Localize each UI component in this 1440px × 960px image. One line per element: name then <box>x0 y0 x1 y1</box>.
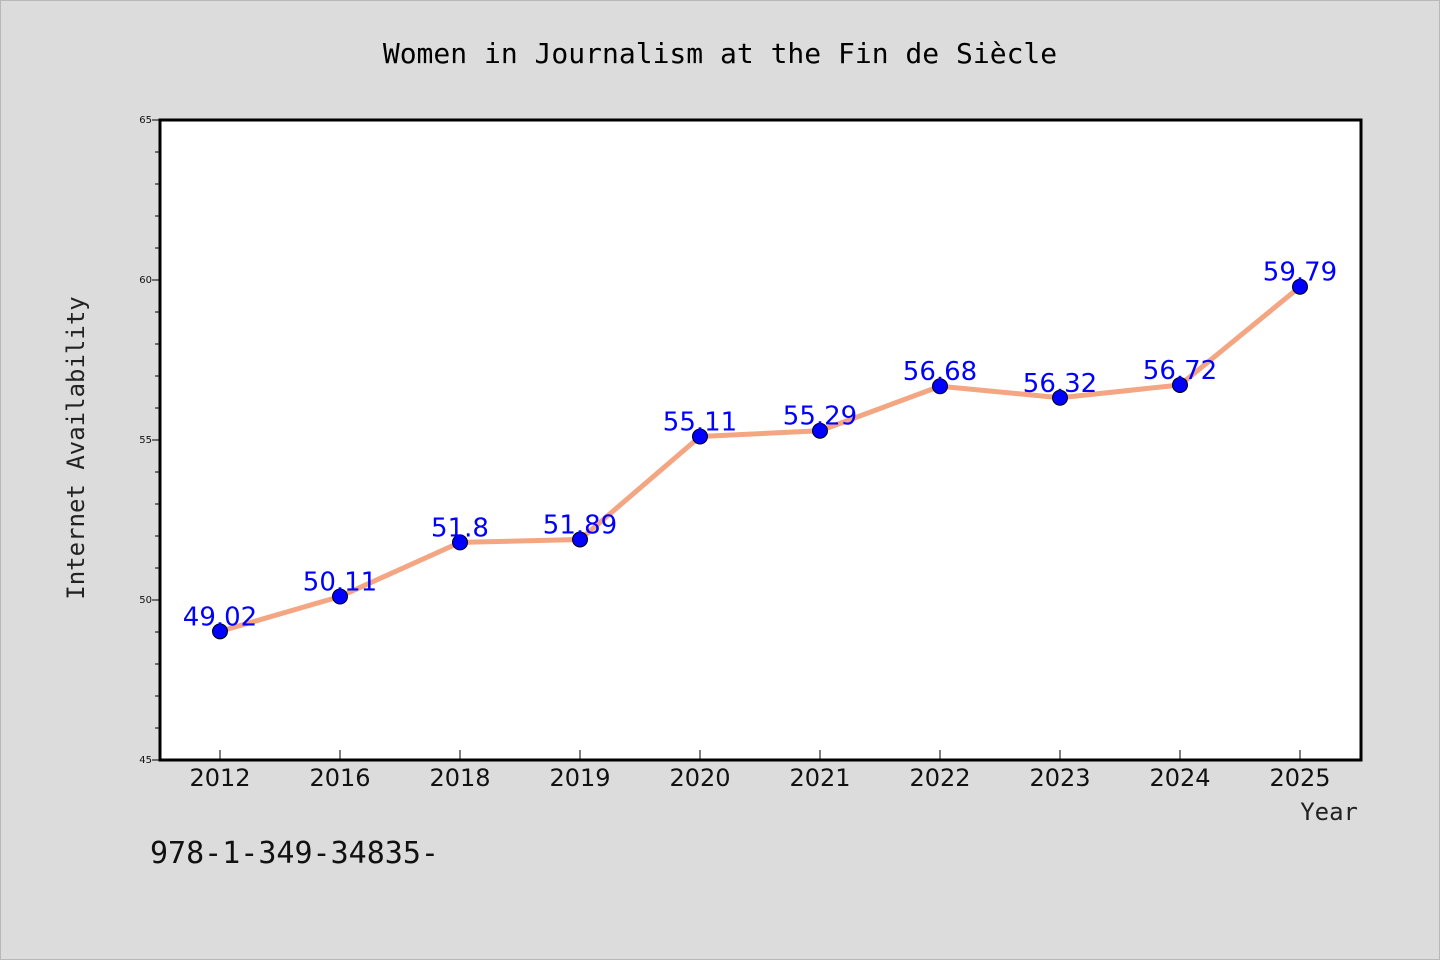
isbn-footnote: 978-1-349-34835- <box>150 836 439 871</box>
data-label: 51.8 <box>431 513 489 543</box>
y-axis-label: Internet Availability <box>62 296 90 599</box>
data-label: 55.11 <box>663 407 737 437</box>
x-tick-label: 2022 <box>909 764 970 792</box>
data-label: 55.29 <box>783 402 857 432</box>
data-label: 56.32 <box>1023 369 1097 399</box>
data-label: 50.11 <box>303 567 377 597</box>
x-tick-label: 2016 <box>309 764 370 792</box>
series-1: 49.02 50.11 51.8 51.89 55.11 55.29 56.68 56.32 5… <box>183 258 1337 640</box>
x-tick-label: 2021 <box>789 764 850 792</box>
y-tick-label: 45 <box>139 755 152 766</box>
x-tick-label: 2025 <box>1269 764 1330 792</box>
plot-area <box>158 118 1363 762</box>
data-label: 56.68 <box>903 357 977 387</box>
y-tick-label: 60 <box>139 275 152 286</box>
y-axis-ticks: 45 50 55 60 65 <box>139 115 160 766</box>
x-axis-label: Year <box>1300 798 1358 826</box>
data-point <box>1172 376 1188 393</box>
data-point <box>212 623 228 640</box>
y-tick-label: 55 <box>139 435 152 446</box>
x-tick-label: 2018 <box>429 764 490 792</box>
data-point <box>332 588 348 605</box>
y-tick-label: 50 <box>139 595 152 606</box>
data-point <box>572 531 588 548</box>
x-tick-label: 2019 <box>549 764 610 792</box>
x-tick-label: 2024 <box>1149 764 1210 792</box>
data-point <box>932 378 948 395</box>
x-tick-label: 2012 <box>189 764 250 792</box>
data-label: 51.89 <box>543 511 617 541</box>
x-axis-ticks: 2012 2016 2018 2019 2020 2021 2022 2023 2024 2025 <box>189 750 1331 792</box>
data-label: 56.72 <box>1143 356 1217 386</box>
y-tick-label: 65 <box>139 115 152 126</box>
data-label: 59.79 <box>1263 258 1337 288</box>
data-point <box>812 422 828 439</box>
data-point <box>1052 389 1068 406</box>
data-label: 49.02 <box>183 602 257 632</box>
data-point <box>692 428 708 445</box>
x-tick-label: 2020 <box>669 764 730 792</box>
data-point <box>1292 278 1308 295</box>
data-point <box>452 534 468 551</box>
chart-title: Women in Journalism at the Fin de Siècle <box>383 37 1057 70</box>
x-tick-label: 2023 <box>1029 764 1090 792</box>
series-line <box>217 284 1303 634</box>
